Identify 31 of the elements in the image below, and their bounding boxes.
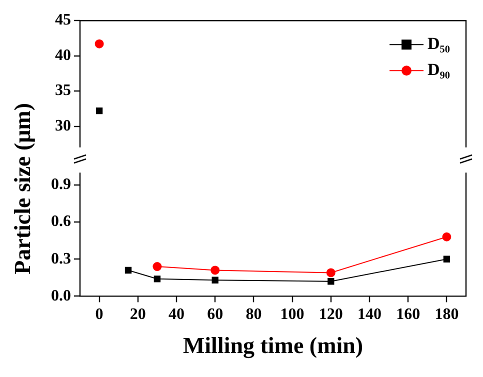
y-tick-label: 40	[55, 46, 71, 64]
x-tick-label: 40	[168, 306, 184, 323]
x-tick-label: 160	[396, 306, 420, 323]
y-tick-label: 30	[55, 117, 71, 134]
point	[210, 266, 220, 275]
x-tick-label: 60	[207, 306, 224, 323]
point	[443, 256, 450, 262]
y-tick-label: 45	[55, 12, 71, 29]
point	[154, 276, 161, 282]
x-axis-title: Milling time (min)	[182, 333, 364, 360]
x-tick-label: 0	[95, 306, 104, 323]
x-tick-label: 20	[130, 306, 146, 323]
point	[328, 278, 334, 285]
point	[326, 268, 336, 278]
legend-label: D₅₀	[428, 34, 450, 53]
point	[212, 276, 218, 284]
x-tick-label: 80	[246, 306, 262, 323]
y-tick-label: 0.3	[51, 250, 71, 268]
y-tick-label: 0.0	[51, 287, 71, 304]
point	[124, 266, 132, 274]
point	[152, 262, 162, 272]
x-tick-label: 140	[358, 306, 382, 323]
x-tick-label: 100	[280, 306, 304, 323]
x-tick-label: 120	[318, 306, 343, 323]
x-tick-label: 180	[434, 306, 459, 323]
point	[442, 232, 452, 242]
y-tick-label: 0.6	[51, 213, 71, 230]
y-tick-label: 35	[55, 82, 71, 100]
legend-label: D₉₀	[428, 60, 450, 79]
y-axis-title: Particle size (μm)	[10, 102, 36, 274]
y-tick-label: 0.9	[51, 176, 71, 194]
